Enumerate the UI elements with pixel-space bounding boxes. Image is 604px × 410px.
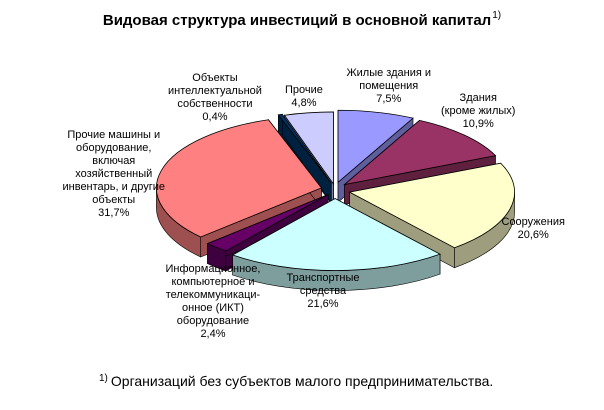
- slice-label-line: средства: [299, 285, 347, 297]
- slice-label-line: Информационное,: [165, 263, 261, 275]
- slice-label-5: Информационное, компьютерное и телекоммуни…: [166, 263, 261, 341]
- footnote: 1) Организаций без субъектов малого предп…: [99, 373, 493, 389]
- slice-value-label: 31,7%: [98, 207, 130, 219]
- chart-title: Видовая структура инвестиций в основной …: [0, 10, 604, 29]
- slice-label-line: собственности: [177, 98, 253, 110]
- slice-label-line: помещения: [359, 80, 419, 92]
- slice-value-label: 2,4%: [200, 328, 226, 340]
- slice-label-line: (кроме жилых): [441, 105, 516, 117]
- slice-value-label: 21,6%: [307, 298, 339, 310]
- slice-label-3: Сооружения 20,6%: [502, 216, 565, 242]
- slice-label-7: Объекты интеллектуальной собственности 0,4%: [168, 72, 262, 124]
- title-footnote-marker: 1): [492, 10, 502, 21]
- slice-label-line: оборудование: [176, 315, 250, 327]
- slice-label-line: телекоммуникаци-: [165, 289, 261, 301]
- slice-label-line: Здания: [459, 92, 497, 104]
- slice-label-8: Прочие 4,8%: [285, 84, 323, 110]
- slice-label-line: онное (ИКТ): [182, 302, 244, 314]
- slice-label-line: Прочие машины и: [67, 129, 161, 141]
- slice-label-line: Жилые здания и: [346, 67, 432, 79]
- slice-label-line: компьютерное и: [171, 276, 255, 288]
- slice-label-line: интеллектуальной: [168, 85, 262, 97]
- slice-label-line: оборудование,: [76, 142, 152, 154]
- slice-label-line: включая: [92, 155, 136, 167]
- chart-title-text: Видовая структура инвестиций в основной …: [102, 12, 492, 29]
- pie-slice-4: [231, 198, 441, 291]
- slice-label-line: объекты: [92, 194, 136, 206]
- footnote-marker: 1): [99, 373, 108, 384]
- slice-value-label: 7,5%: [376, 93, 402, 105]
- slice-value-label: 10,9%: [462, 118, 494, 130]
- slice-label-1: Жилые здания и помещения 7,5%: [347, 67, 432, 106]
- slice-label-4: Транспортные средства 21,6%: [287, 272, 360, 311]
- slice-label-line: Прочие: [285, 84, 323, 96]
- slice-label-line: Объекты: [192, 72, 238, 84]
- slice-label-2: Здания (кроме жилых) 10,9%: [441, 92, 515, 131]
- footnote-text: Организаций без субъектов малого предпри…: [110, 373, 494, 389]
- slice-label-line: хозяйственный: [75, 168, 153, 180]
- pie-slice-7: [277, 113, 332, 204]
- slice-value-label: 20,6%: [517, 229, 549, 241]
- slice-label-line: Сооружения: [501, 216, 565, 228]
- slice-value-label: 0,4%: [202, 111, 228, 123]
- slice-label-line: Транспортные: [286, 272, 360, 284]
- slice-label-6: Прочие машины и оборудование, включая хозяй…: [63, 129, 166, 220]
- pie-slice-3: [348, 162, 515, 269]
- slice-label-line: инвентарь, и другие: [62, 181, 166, 193]
- slice-value-label: 4,8%: [291, 97, 317, 109]
